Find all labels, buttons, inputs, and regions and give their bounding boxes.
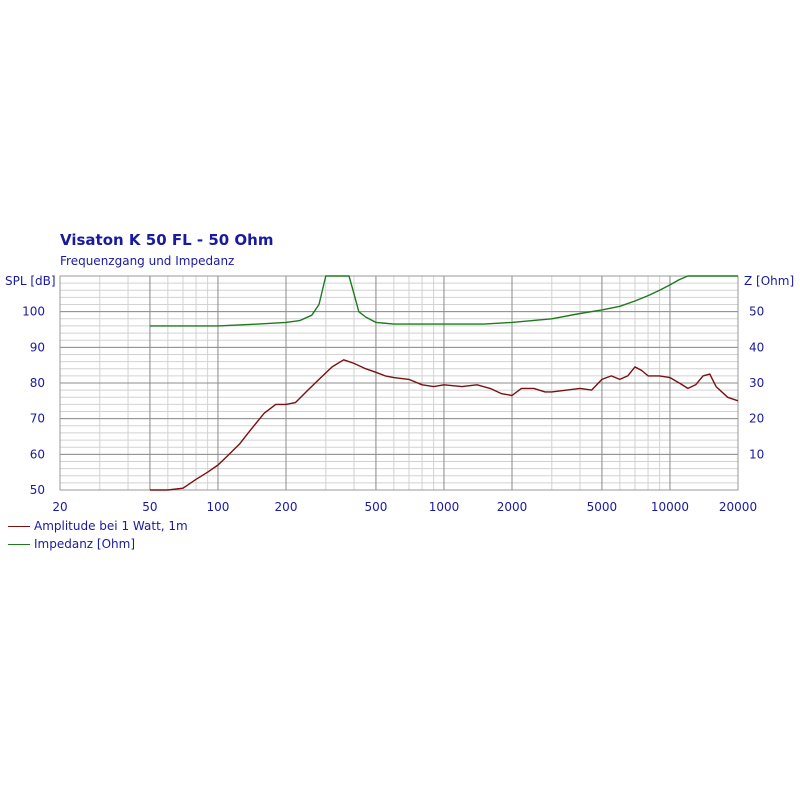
y-left-tick-labels: 50 60 70 80 90 100 — [22, 305, 45, 497]
major-grid — [59, 276, 739, 491]
y-right-tick-labels: 10 20 30 40 50 — [749, 305, 764, 462]
y-left-axis-label: SPL [dB] — [5, 274, 56, 288]
x-tick-label: 100 — [207, 500, 230, 514]
x-tick-labels: 20 50 100 200 500 1000 2000 5000 10000 20000 — [52, 500, 757, 514]
x-tick-label: 5000 — [587, 500, 618, 514]
y-right-tick-label: 30 — [749, 376, 764, 390]
x-tick-label: 50 — [142, 500, 157, 514]
x-tick-label: 1000 — [429, 500, 460, 514]
y-left-tick-label: 90 — [30, 340, 45, 354]
y-right-tick-label: 40 — [749, 340, 764, 354]
y-right-tick-label: 10 — [749, 447, 764, 461]
y-left-tick-label: 70 — [30, 412, 45, 426]
series-line-amplitude — [149, 359, 739, 491]
legend-label-amplitude: Amplitude bei 1 Watt, 1m — [34, 519, 188, 533]
y-left-tick-label: 100 — [22, 305, 45, 319]
y-left-tick-label: 80 — [30, 376, 45, 390]
y-right-tick-label: 50 — [749, 305, 764, 319]
y-left-tick-label: 60 — [30, 447, 45, 461]
legend-item-amplitude: Amplitude bei 1 Watt, 1m — [8, 519, 188, 533]
legend-label-impedance: Impedanz [Ohm] — [34, 537, 136, 551]
series-layer — [149, 275, 739, 491]
x-tick-label: 200 — [275, 500, 298, 514]
y-right-tick-label: 20 — [749, 412, 764, 426]
chart-title: Visaton K 50 FL - 50 Ohm — [60, 231, 274, 249]
x-tick-label: 500 — [364, 500, 387, 514]
chart-subtitle: Frequenzgang und Impedanz — [60, 254, 235, 268]
legend-swatch-impedance — [8, 544, 30, 545]
y-right-axis-label: Z [Ohm] — [744, 274, 795, 288]
y-left-tick-label: 50 — [30, 483, 45, 497]
series-line-impedance — [149, 275, 738, 327]
legend-swatch-amplitude — [8, 526, 30, 527]
x-tick-label: 20000 — [719, 500, 757, 514]
x-tick-label: 20 — [52, 500, 67, 514]
plot-frame — [59, 275, 739, 491]
x-tick-label: 10000 — [651, 500, 689, 514]
legend-item-impedance: Impedanz [Ohm] — [8, 537, 135, 551]
x-tick-label: 2000 — [497, 500, 528, 514]
